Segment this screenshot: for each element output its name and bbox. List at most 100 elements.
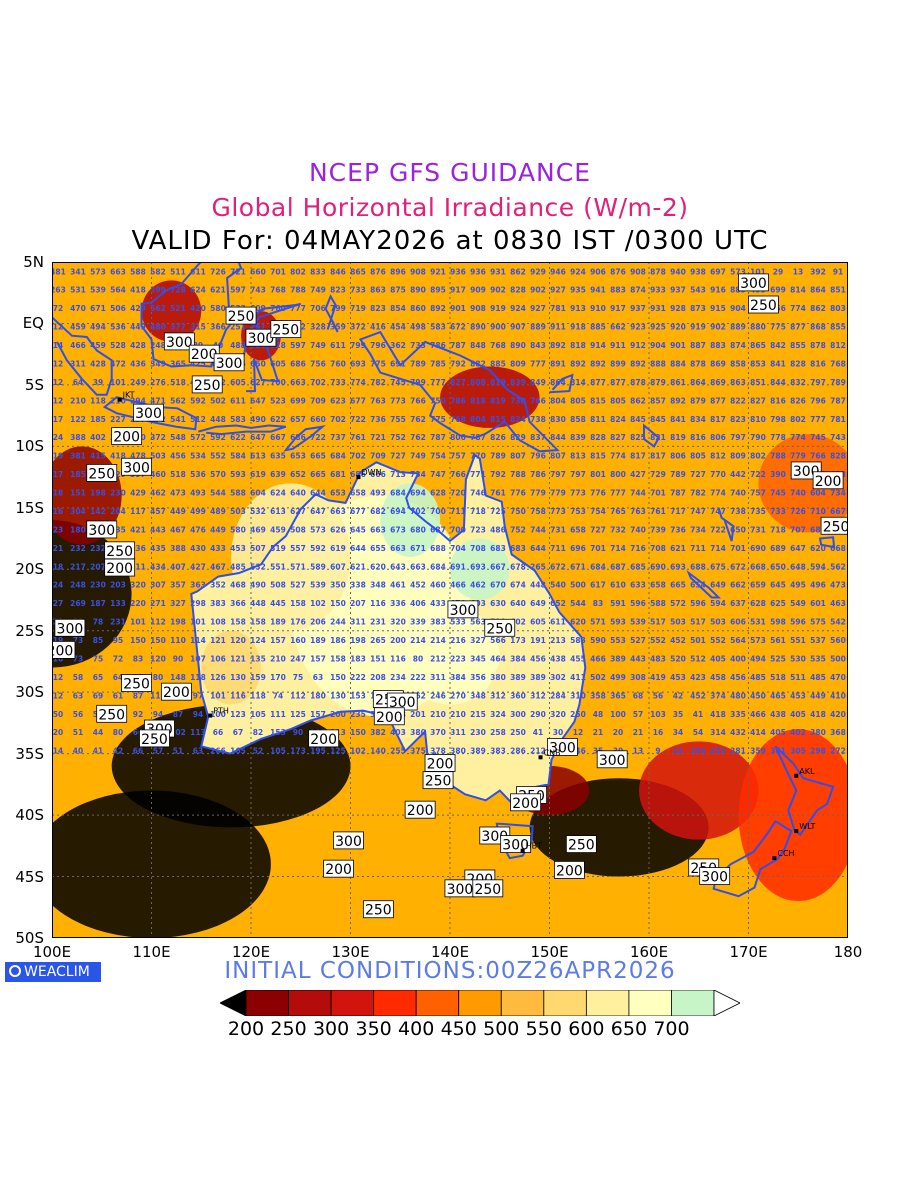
grid-value: 590 bbox=[590, 636, 606, 645]
grid-value: 73 bbox=[73, 636, 83, 645]
grid-value: 230 bbox=[110, 489, 126, 498]
grid-value: 802 bbox=[790, 415, 806, 424]
grid-value: 623 bbox=[330, 396, 346, 405]
grid-value: 101 bbox=[110, 378, 126, 387]
grid-value: 786 bbox=[430, 341, 446, 350]
grid-value: 210 bbox=[270, 654, 286, 663]
grid-value: 130 bbox=[230, 673, 246, 682]
grid-value: 430 bbox=[190, 544, 206, 553]
grid-value: 776 bbox=[590, 489, 606, 498]
grid-value: 823 bbox=[730, 415, 746, 424]
grid-value: 880 bbox=[750, 323, 766, 332]
contour-label-text: 300 bbox=[701, 870, 728, 886]
grid-value: 699 bbox=[770, 286, 786, 295]
grid-value: 677 bbox=[350, 396, 366, 405]
grid-value: 345 bbox=[470, 654, 486, 663]
grid-value: 878 bbox=[690, 359, 706, 368]
contour-label-box bbox=[111, 427, 143, 445]
grid-value: 402 bbox=[790, 728, 806, 737]
grid-value: 580 bbox=[210, 304, 226, 313]
grid-value: 781 bbox=[550, 304, 566, 313]
colorbar-label: 700 bbox=[653, 1018, 690, 1040]
grid-value: 931 bbox=[490, 267, 506, 276]
grid-value: 906 bbox=[590, 267, 606, 276]
grid-value: 21 bbox=[53, 544, 63, 553]
grid-value: 654 bbox=[690, 581, 706, 590]
new-guinea-coast bbox=[358, 330, 560, 453]
grid-value: 864 bbox=[810, 286, 826, 295]
grid-value: 310 bbox=[570, 691, 586, 700]
grid-value: 644 bbox=[350, 544, 366, 553]
grid-value: 919 bbox=[690, 323, 706, 332]
grid-value: 402 bbox=[90, 433, 106, 442]
grid-value: 14 bbox=[53, 747, 63, 756]
grid-value: 116 bbox=[370, 599, 386, 608]
contour-label-box bbox=[133, 403, 164, 422]
grid-value: 617 bbox=[590, 581, 606, 590]
grid-value: 462 bbox=[150, 489, 166, 498]
grid-value: 753 bbox=[570, 507, 586, 516]
grid-value: 819 bbox=[490, 396, 506, 405]
colorbar-swatch bbox=[458, 990, 502, 1016]
contour-label-box bbox=[96, 704, 128, 723]
grid-value: 701 bbox=[590, 544, 606, 553]
contour-label-box bbox=[333, 831, 364, 850]
grid-value: 788 bbox=[290, 286, 306, 295]
grid-value: 895 bbox=[430, 286, 446, 295]
grid-value: 499 bbox=[610, 673, 626, 682]
grid-value: 66 bbox=[133, 728, 143, 737]
grid-value: 517 bbox=[690, 618, 706, 627]
latitude-label: 20S bbox=[15, 560, 44, 579]
city-label: CCH bbox=[777, 849, 794, 858]
grid-value: 790 bbox=[750, 433, 766, 442]
grid-value: 806 bbox=[670, 452, 686, 461]
contour-label: 250 bbox=[484, 618, 516, 637]
grid-value: 94 bbox=[193, 710, 203, 719]
grid-value: 106 bbox=[210, 654, 226, 663]
grid-value: 809 bbox=[730, 452, 746, 461]
grid-value: 888 bbox=[650, 359, 666, 368]
grid-value: 662 bbox=[730, 581, 746, 590]
contour-label: 250 bbox=[96, 704, 128, 723]
grid-value: 419 bbox=[650, 673, 666, 682]
grid-value: 466 bbox=[450, 581, 466, 590]
grid-value: 890 bbox=[510, 341, 526, 350]
grid-value: 593 bbox=[230, 470, 246, 479]
circle-logo-icon bbox=[9, 965, 21, 977]
grid-value: 830 bbox=[550, 415, 566, 424]
grid-value: 466 bbox=[70, 341, 86, 350]
grid-value: 41 bbox=[93, 747, 103, 756]
grid-value: 101 bbox=[190, 618, 206, 627]
contour-label: 250 bbox=[820, 516, 848, 535]
grid-value: 133 bbox=[110, 599, 126, 608]
grid-value: 189 bbox=[270, 618, 286, 627]
contour-label: 300 bbox=[547, 738, 578, 756]
grid-value: 449 bbox=[810, 691, 826, 700]
grid-value: 619 bbox=[250, 470, 266, 479]
grid-value: 575 bbox=[810, 618, 826, 627]
grid-value: 733 bbox=[410, 341, 426, 350]
contour-label-text: 250 bbox=[98, 707, 125, 723]
grid-value: 455 bbox=[570, 654, 586, 663]
grid-value: 294 bbox=[130, 396, 146, 405]
grid-value: 635 bbox=[270, 452, 286, 461]
grid-value: 180 bbox=[70, 525, 86, 534]
grid-value: 121 bbox=[210, 636, 226, 645]
grid-value: 875 bbox=[390, 286, 406, 295]
grid-value: 400 bbox=[730, 654, 746, 663]
grid-value: 116 bbox=[230, 691, 246, 700]
grid-value: 770 bbox=[470, 452, 486, 461]
grid-value: 157 bbox=[310, 710, 326, 719]
colorbar-min-arrow bbox=[220, 990, 247, 1016]
grid-value: 534 bbox=[190, 452, 206, 461]
grid-value: 862 bbox=[630, 396, 646, 405]
grid-value: 826 bbox=[790, 396, 806, 405]
grid-value: 915 bbox=[710, 304, 726, 313]
grid-value: 806 bbox=[450, 433, 466, 442]
grid-value: 709 bbox=[310, 396, 326, 405]
grid-value: 879 bbox=[650, 378, 666, 387]
grid-value: 232 bbox=[70, 544, 86, 553]
grid-value: 41 bbox=[693, 710, 703, 719]
colorbar-swatch bbox=[245, 990, 289, 1016]
grid-value: 502 bbox=[590, 673, 606, 682]
